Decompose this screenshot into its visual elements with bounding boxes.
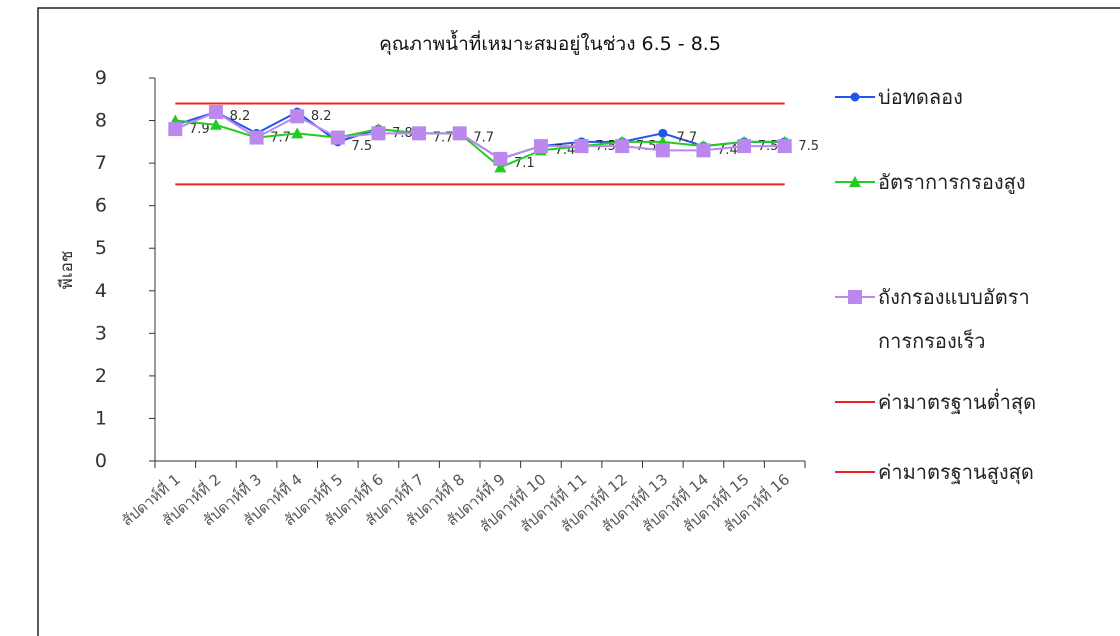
legend-label: บ่อทดลอง: [878, 85, 963, 109]
y-tick-label: 2: [95, 365, 107, 387]
legend-label: ค่ามาตรฐานต่ำสุด: [878, 390, 1037, 414]
y-tick-label: 1: [95, 407, 107, 429]
data-label: 8.2: [230, 109, 251, 124]
data-label: 8.2: [311, 109, 332, 124]
data-label: 7.4: [717, 143, 738, 158]
y-tick-label: 8: [95, 110, 107, 132]
y-tick-label: 7: [95, 152, 107, 174]
legend-marker: [848, 290, 862, 304]
marker: [208, 105, 223, 120]
marker: [452, 126, 467, 141]
y-axis-label: พีเอช: [57, 251, 77, 290]
marker: [574, 139, 589, 154]
legend-marker: [850, 92, 860, 102]
legend-label: ถังกรองแบบอัตราการกรองเร็ว: [878, 285, 1030, 353]
y-tick-label: 4: [95, 280, 107, 302]
marker: [249, 130, 264, 145]
data-label: 7.5: [351, 139, 372, 154]
marker: [494, 161, 507, 173]
marker: [777, 139, 792, 154]
marker: [371, 126, 386, 141]
marker: [533, 139, 548, 154]
marker: [696, 143, 711, 158]
data-label: 7.5: [798, 139, 819, 154]
marker: [209, 118, 222, 130]
series-line: [175, 119, 785, 169]
data-label: 7.9: [189, 122, 210, 137]
y-tick-label: 0: [95, 450, 107, 472]
chart-title: คุณภาพน้ำที่เหมาะสมอยู่ในช่วง 6.5 - 8.5: [379, 30, 721, 56]
marker: [330, 130, 345, 145]
legend-marker: [849, 176, 861, 187]
y-tick-label: 3: [95, 322, 107, 344]
marker: [658, 128, 668, 138]
marker: [412, 126, 427, 141]
y-tick-label: 5: [95, 237, 107, 259]
marker: [291, 127, 304, 139]
series-line: [174, 110, 785, 160]
marker: [493, 151, 508, 166]
data-label: 7.7: [473, 130, 494, 145]
y-tick-label: 6: [95, 195, 107, 217]
marker: [655, 143, 670, 158]
legend-label: ค่ามาตรฐานสูงสุด: [878, 460, 1034, 484]
legend-label: อัตราการกรองสูง: [878, 170, 1026, 194]
marker: [737, 139, 752, 154]
marker: [168, 122, 183, 137]
y-tick-label: 9: [95, 67, 107, 89]
marker: [290, 109, 305, 124]
marker: [615, 139, 630, 154]
data-label: 7.7: [270, 130, 291, 145]
data-label: 7.7: [676, 130, 697, 145]
